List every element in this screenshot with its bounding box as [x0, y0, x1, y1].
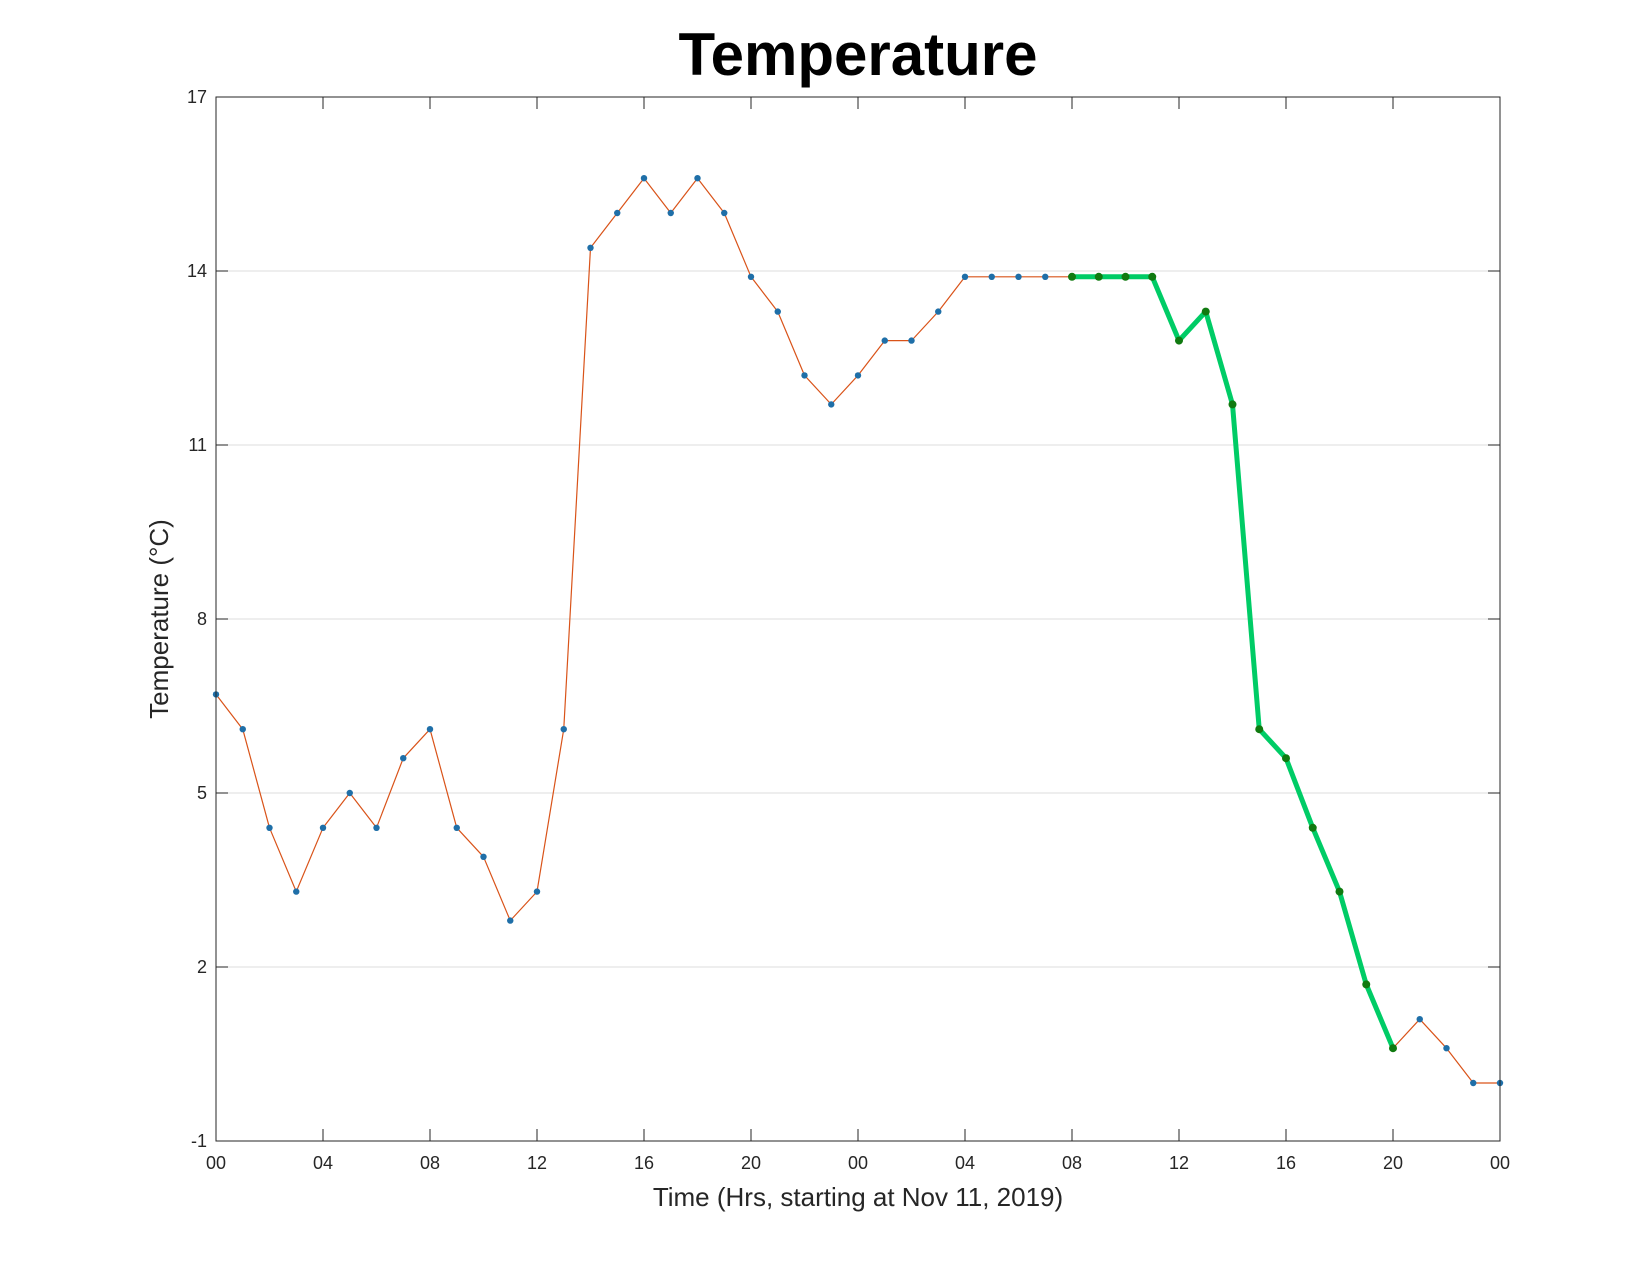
series-1-point: [293, 888, 300, 895]
series-1-point: [480, 853, 487, 860]
series-1-point: [1443, 1045, 1450, 1052]
series-1-line: [215, 177, 1501, 1084]
series-1-point: [667, 209, 674, 217]
axis-ticks: -1 2 5 8 11 14 17 00 04 08 12 16 20 00 04 08 12 16 20 00: [187, 87, 1510, 1173]
series-1-point: [908, 337, 915, 344]
series-layer: [212, 175, 1504, 1087]
series-2-point: [1175, 336, 1183, 345]
series-1-point: [961, 273, 969, 280]
series-2-point: [1094, 272, 1103, 281]
series-2-point: [1068, 272, 1076, 281]
x-tick-label: 08: [1062, 1153, 1082, 1173]
series-2-point: [1282, 754, 1290, 763]
x-tick-label: 16: [1276, 1153, 1296, 1173]
series-1-point: [1042, 273, 1049, 280]
series-1-point: [560, 726, 567, 733]
series-1-point: [239, 726, 246, 733]
series-1-point: [400, 755, 407, 762]
series-2-point: [1148, 272, 1157, 281]
y-axis-label: Temperature (°C): [144, 519, 174, 719]
series-1-point: [854, 372, 862, 379]
series-1-point: [640, 175, 648, 182]
x-tick-label: 20: [1383, 1153, 1403, 1173]
series-1-point: [988, 273, 995, 280]
series-1-point: [533, 888, 541, 895]
x-tick-label: 04: [313, 1153, 333, 1173]
x-tick-label: 08: [420, 1153, 440, 1173]
x-tick-label: 20: [741, 1153, 761, 1173]
series-2-point: [1362, 980, 1371, 989]
x-tick-label: 12: [1169, 1153, 1189, 1173]
series-1-point: [801, 372, 808, 379]
y-tick-label: 8: [197, 609, 207, 629]
y-tick-label: -1: [191, 1131, 207, 1151]
series-1-point: [373, 824, 380, 831]
x-tick-label: 04: [955, 1153, 975, 1173]
series-1-point: [721, 209, 728, 217]
series-1-point: [266, 824, 273, 831]
series-1-point: [881, 337, 888, 344]
series-2-line: [1069, 274, 1396, 1051]
series-1-point: [507, 917, 514, 924]
series-1-point: [1416, 1016, 1423, 1023]
series-2: [1068, 272, 1397, 1053]
series-1-point: [426, 726, 434, 733]
x-tick-label: 12: [527, 1153, 547, 1173]
series-1-point: [828, 401, 835, 408]
series-1-point: [935, 308, 942, 315]
y-tick-label: 11: [188, 435, 207, 455]
series-1-point: [587, 244, 594, 251]
series-2-point: [1228, 400, 1237, 409]
series-2-point: [1121, 272, 1130, 281]
x-tick-label: 00: [848, 1153, 868, 1173]
y-tick-label: 17: [187, 87, 207, 107]
series-1-point: [1015, 273, 1022, 280]
series-1-point: [774, 308, 781, 315]
series-1-point: [319, 824, 327, 831]
series-2-point: [1308, 823, 1317, 832]
chart-title: Temperature: [678, 21, 1037, 88]
grid-lines: [216, 270, 1500, 968]
series-1-point: [614, 209, 621, 217]
y-tick-label: 14: [187, 261, 207, 281]
x-tick-label: 00: [206, 1153, 226, 1173]
y-tick-label: 5: [197, 783, 207, 803]
series-2-point: [1389, 1044, 1397, 1053]
x-tick-label: 16: [634, 1153, 654, 1173]
x-tick-label: 00: [1490, 1153, 1510, 1173]
series-1: [212, 175, 1504, 1087]
series-2-point: [1201, 307, 1210, 316]
y-tick-label: 2: [197, 957, 207, 977]
series-1-point: [694, 175, 701, 182]
series-1-point: [453, 824, 460, 831]
series-1-point: [346, 789, 353, 797]
series-2-point: [1255, 725, 1264, 734]
x-axis-label: Time (Hrs, starting at Nov 11, 2019): [653, 1182, 1063, 1212]
series-2-point: [1335, 887, 1344, 896]
series-1-point: [747, 273, 755, 280]
series-1-point: [1470, 1079, 1477, 1087]
